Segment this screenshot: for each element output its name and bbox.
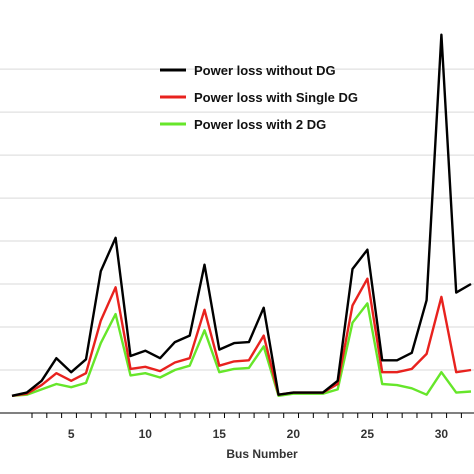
x-tick-label-10: 10 [139, 427, 153, 441]
series-group [11, 33, 472, 397]
x-axis-title: Bus Number [226, 447, 298, 461]
legend-label-1: Power loss without DG [194, 63, 336, 78]
x-tick-label-25: 25 [361, 427, 375, 441]
legend-label-2: Power loss with Single DG [194, 90, 358, 105]
legend-label-3: Power loss with 2 DG [194, 117, 326, 132]
x-tick-label-5: 5 [68, 427, 75, 441]
x-tick-label-30: 30 [435, 427, 449, 441]
series-line-2 [11, 277, 472, 397]
x-tick-label-20: 20 [287, 427, 301, 441]
x-tick-group: 5 10 15 20 25 30 [31, 413, 462, 441]
series-line-3 [11, 302, 472, 397]
legend: Power loss without DG Power loss with Sin… [160, 63, 358, 132]
series-line-1 [11, 33, 472, 397]
x-tick-label-15: 15 [213, 427, 227, 441]
grid-lines [0, 68, 474, 371]
